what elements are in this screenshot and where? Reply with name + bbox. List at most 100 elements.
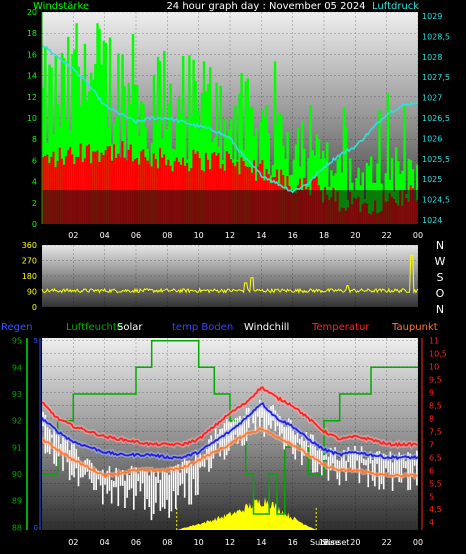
gust-bar [77, 66, 80, 224]
gust-bar [246, 78, 250, 224]
gust-bar [123, 86, 126, 224]
gust-bar [177, 97, 181, 224]
gust-bar [75, 23, 78, 224]
y-tick-temperature: 4 [429, 518, 434, 527]
avg-bar [106, 146, 110, 224]
gust-bar [215, 82, 218, 224]
gust-bar [121, 54, 124, 224]
title-right: Luftdruck [372, 1, 419, 12]
compass-n-bottom: N [436, 303, 444, 316]
avg-bar [71, 154, 74, 224]
x-tick: 12 [225, 231, 235, 240]
y-tick-temperature: 4,5 [429, 505, 442, 514]
avg-bar [87, 144, 91, 224]
y-tick-pressure: 1027,5 [422, 73, 450, 82]
y-tick-temperature: 6,5 [429, 453, 442, 462]
gust-bar [395, 147, 398, 224]
y-tick-humidity: 89 [12, 497, 22, 506]
y-tick-humidity: 94 [12, 363, 22, 372]
gust-bar [188, 55, 191, 224]
compass-n-top: N [436, 239, 444, 252]
y-tick-temperature: 11 [429, 337, 439, 346]
avg-bar [69, 146, 72, 224]
gust-bar [263, 117, 266, 224]
rain-tick: 0 [34, 524, 38, 532]
avg-bar [44, 155, 47, 224]
gust-bar [158, 61, 162, 224]
y-tick-pressure: 1027 [422, 94, 442, 103]
avg-bar [92, 151, 95, 224]
avg-bar [108, 146, 112, 224]
x-tick: 08 [162, 538, 172, 547]
y-tick-wind: 16 [27, 50, 37, 59]
legend-taupunkt: Taupunkt [391, 322, 438, 333]
gust-bar [44, 46, 47, 224]
solar-area [176, 497, 317, 530]
avg-bar [96, 150, 99, 224]
gust-bar [83, 43, 87, 224]
y-tick-temperature: 8 [429, 414, 434, 423]
gust-bar [326, 142, 329, 224]
y-tick-wind: 4 [32, 178, 37, 187]
gust-bar [321, 150, 325, 224]
legend-windchill: Windchill [244, 322, 289, 333]
y-tick-humidity: 88 [12, 523, 22, 532]
direction-axes: 0 90 180 270 360 [22, 241, 37, 312]
y-tick-wind: 0 [32, 220, 37, 229]
sunset-label: Sunset [322, 538, 349, 547]
avg-bar [102, 155, 105, 224]
wind-axes: 0246810121416182010241024,510251025,5102… [27, 8, 450, 240]
gust-bar [248, 107, 252, 224]
rain-tick: 5 [34, 337, 38, 345]
y-tick-temperature: 6 [429, 466, 434, 475]
x-tick: 20 [350, 538, 360, 547]
gust-bar [273, 61, 277, 224]
gust-bar [102, 40, 105, 224]
gust-bar [278, 112, 281, 224]
y-tick-pressure: 1025,5 [422, 155, 450, 164]
avg-bar [217, 152, 220, 224]
y-tick-temperature: 9,5 [429, 376, 442, 385]
gust-bar [181, 55, 185, 224]
gust-bar [209, 67, 212, 224]
gust-bar [344, 126, 348, 224]
y-tick-pressure: 1026,5 [422, 114, 450, 123]
gust-bar [90, 72, 93, 224]
y-tick-temperature: 5,5 [429, 479, 442, 488]
avg-bar [104, 150, 108, 224]
x-tick: 00 [413, 538, 423, 547]
legend-temp-boden: temp Boden [172, 322, 233, 333]
climate-axes: 88 89 90 91 92 93 94 95 4 4,5 5 5,5 6 6,5 7 7,5 8 8,5 9 9,5… [12, 337, 447, 547]
legend-solar: Solar [117, 322, 143, 333]
gust-bar [67, 36, 70, 224]
gust-bar [71, 54, 74, 224]
avg-bar [225, 150, 229, 224]
legend-temperatur: Temperatur [311, 322, 370, 333]
gust-bar [238, 93, 241, 224]
gust-bar [338, 155, 342, 224]
avg-bar [192, 149, 195, 224]
gust-bar [234, 105, 237, 224]
gust-bar [131, 34, 135, 224]
gust-bar [163, 51, 166, 224]
avg-bar [85, 145, 89, 224]
gust-bar [169, 83, 172, 224]
avg-bar [94, 151, 97, 224]
gust-bar [94, 64, 97, 224]
gust-bar [309, 105, 312, 224]
temperature-line [42, 386, 418, 448]
title-center: 24 hour graph day : November 05 2024 [166, 1, 365, 12]
avg-bar [100, 152, 103, 224]
direction-series [41, 254, 419, 295]
gust-bar [219, 85, 222, 224]
compass-s: S [437, 271, 444, 284]
avg-bar [58, 147, 62, 224]
gust-bar [73, 49, 76, 224]
y-tick-wind: 10 [27, 114, 37, 123]
gust-bar [192, 59, 195, 224]
y-tick-wind: 6 [32, 156, 37, 165]
y-tick-pressure: 1028,5 [422, 32, 450, 41]
sunrise-label: Sunrise [310, 538, 340, 547]
gust-bar [200, 92, 204, 224]
gust-bar [136, 84, 139, 224]
